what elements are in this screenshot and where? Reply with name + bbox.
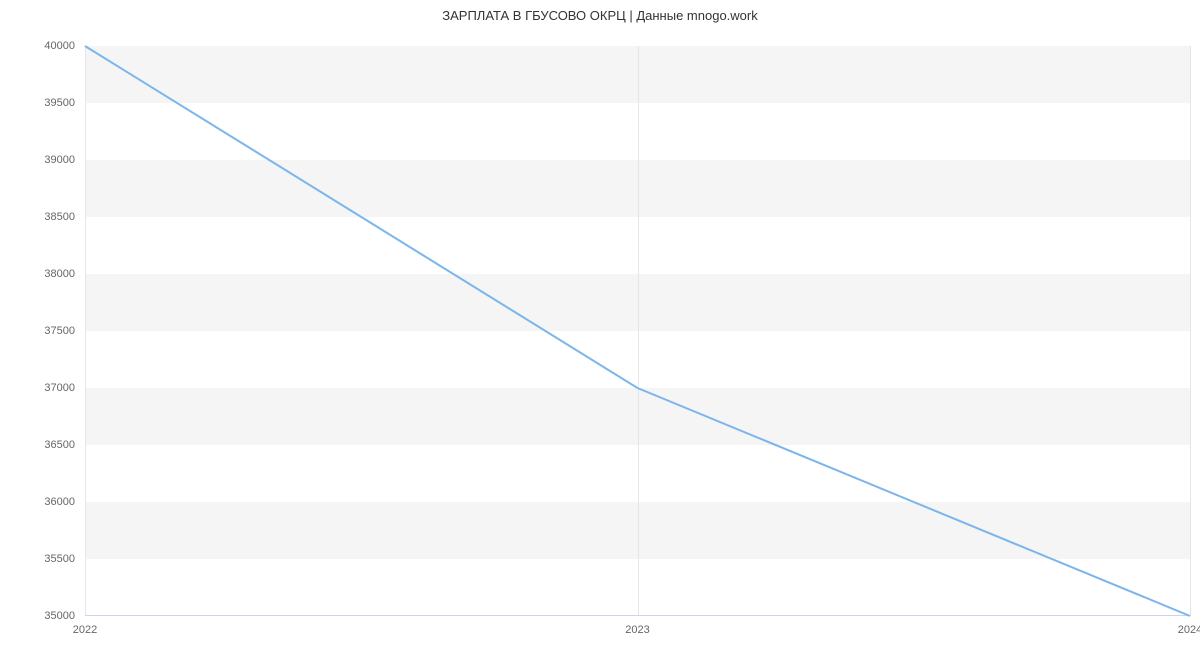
y-tick-label: 40000: [0, 40, 75, 52]
y-tick-label: 39500: [0, 97, 75, 109]
x-tick-label: 2022: [73, 624, 97, 636]
x-tick-label: 2024: [1178, 624, 1200, 636]
y-tick-label: 36500: [0, 439, 75, 451]
plot-area: [85, 46, 1190, 616]
y-tick-label: 35500: [0, 553, 75, 565]
series-line: [85, 46, 1190, 616]
grid-line-vertical: [1190, 46, 1191, 616]
y-tick-label: 39000: [0, 154, 75, 166]
y-tick-label: 35000: [0, 610, 75, 622]
chart-title: ЗАРПЛАТА В ГБУСОВО ОКРЦ | Данные mnogo.w…: [0, 0, 1200, 30]
salary-line-chart: ЗАРПЛАТА В ГБУСОВО ОКРЦ | Данные mnogo.w…: [0, 0, 1200, 650]
x-tick-label: 2023: [625, 624, 649, 636]
y-tick-label: 38500: [0, 211, 75, 223]
y-tick-label: 36000: [0, 496, 75, 508]
y-tick-label: 37000: [0, 382, 75, 394]
y-tick-label: 38000: [0, 268, 75, 280]
y-tick-label: 37500: [0, 325, 75, 337]
